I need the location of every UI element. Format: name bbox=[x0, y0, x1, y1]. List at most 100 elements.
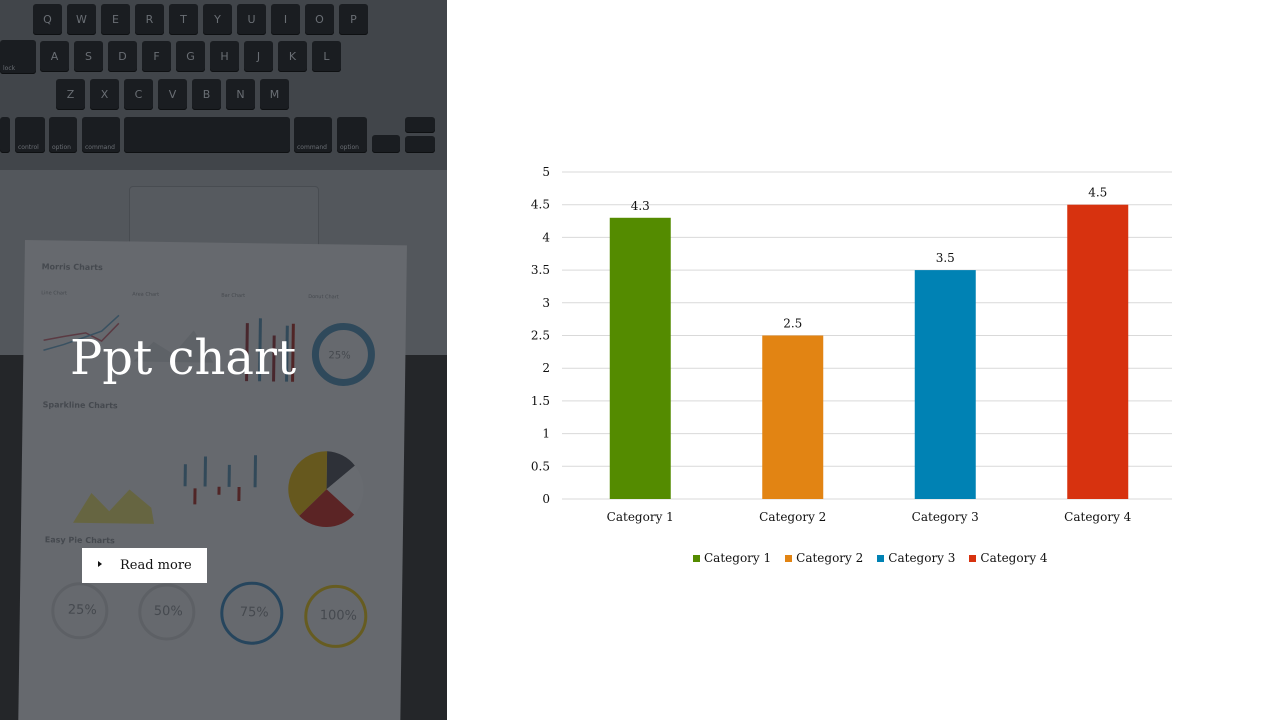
sheet-bar bbox=[272, 335, 276, 382]
keyboard-key: O bbox=[305, 4, 334, 35]
sheet-bar bbox=[203, 456, 207, 487]
keyboard-key: E bbox=[101, 4, 130, 35]
sheet-pie-ring bbox=[220, 581, 284, 645]
printed-chart-sheet: Morris Charts Line Chart Area Chart Bar … bbox=[18, 240, 407, 720]
data-label: 4.3 bbox=[631, 199, 650, 213]
sheet-bar bbox=[193, 488, 197, 505]
sheet-line-chart bbox=[43, 322, 120, 343]
bar-chart: 0 0.5 1 1.5 2 2.5 3 3.5 4 4.5 5 4.3 2.5 3.5 4.5 Categ… bbox=[531, 165, 1172, 524]
sheet-sparkline-area bbox=[73, 489, 155, 524]
y-tick-label: 0 bbox=[542, 492, 550, 506]
keyboard-key: Z bbox=[56, 79, 85, 110]
read-more-button[interactable]: Read more bbox=[82, 548, 207, 583]
bar-2 bbox=[762, 335, 824, 499]
keyboard-key: T bbox=[169, 4, 198, 35]
y-tick-label: 4.5 bbox=[531, 198, 550, 212]
sheet-bar bbox=[291, 323, 295, 382]
keyboard-key-arrow-left bbox=[372, 135, 400, 153]
legend-swatch bbox=[969, 554, 977, 562]
play-arrow-icon bbox=[98, 561, 102, 567]
keyboard-key: L bbox=[312, 41, 341, 72]
slide-title: Ppt chart bbox=[70, 330, 297, 386]
x-tick-label: Category 4 bbox=[1064, 510, 1131, 524]
keyboard-key-arrow-up bbox=[405, 117, 435, 133]
sheet-bar bbox=[258, 318, 262, 382]
keyboard-key-command-right: command bbox=[294, 117, 332, 153]
keyboard-key: M bbox=[260, 79, 289, 110]
legend-item: Category 1 bbox=[693, 551, 771, 565]
keyboard-key: P bbox=[339, 4, 368, 35]
y-tick-label: 3.5 bbox=[531, 263, 550, 277]
keyboard-key bbox=[0, 117, 10, 153]
sheet-pie-slice bbox=[288, 451, 328, 516]
legend-label: Category 2 bbox=[796, 551, 864, 565]
read-more-label: Read more bbox=[120, 558, 192, 573]
keyboard-key: K bbox=[278, 41, 307, 72]
data-label: 4.5 bbox=[1088, 186, 1107, 200]
keyboard-key-arrow-down bbox=[405, 136, 435, 153]
sheet-bar bbox=[285, 325, 289, 382]
keyboard-key-option: option bbox=[49, 117, 77, 153]
sheet-line-chart bbox=[43, 314, 120, 351]
x-tick-label: Category 3 bbox=[912, 510, 979, 524]
bar-1 bbox=[609, 217, 671, 499]
legend-label: Category 3 bbox=[888, 551, 956, 565]
keyboard-key: D bbox=[108, 41, 137, 72]
sheet-bar bbox=[237, 486, 241, 502]
legend-item: Category 3 bbox=[877, 551, 955, 565]
y-tick-label: 5 bbox=[542, 165, 550, 179]
keyboard-key: W bbox=[67, 4, 96, 35]
keyboard-key: H bbox=[210, 41, 239, 72]
keyboard-key: G bbox=[176, 41, 205, 72]
keyboard-spacebar bbox=[124, 117, 290, 153]
sheet-pie-ring bbox=[138, 583, 196, 641]
data-label: 2.5 bbox=[783, 317, 802, 331]
keyboard-key: Q bbox=[33, 4, 62, 35]
sheet-bar bbox=[183, 464, 187, 487]
sheet-pie-slice bbox=[299, 489, 355, 528]
photo-overlay bbox=[0, 0, 447, 720]
legend-swatch bbox=[785, 554, 793, 562]
bar-4 bbox=[1067, 204, 1129, 499]
chart-bars bbox=[609, 204, 1129, 499]
sheet-bar bbox=[253, 455, 258, 488]
y-tick-label: 4 bbox=[542, 230, 550, 244]
x-tick-label: Category 2 bbox=[759, 510, 826, 524]
sheet-area-chart bbox=[133, 330, 214, 363]
chart-x-axis: Category 1 Category 2 Category 3 Category 4 bbox=[607, 510, 1132, 524]
sheet-pie-slice bbox=[326, 451, 355, 490]
y-tick-label: 2 bbox=[542, 361, 550, 375]
legend-item: Category 4 bbox=[969, 551, 1048, 565]
keyboard-key-capslock: lock bbox=[0, 40, 36, 74]
keyboard-key: J bbox=[244, 41, 273, 72]
legend-label: Category 1 bbox=[704, 551, 772, 565]
y-tick-label: 1.5 bbox=[531, 394, 550, 408]
legend-swatch bbox=[877, 554, 885, 562]
chart-y-axis: 0 0.5 1 1.5 2 2.5 3 3.5 4 4.5 5 bbox=[531, 165, 550, 506]
keyboard-key: C bbox=[124, 79, 153, 110]
sheet-bar bbox=[245, 323, 249, 382]
legend-label: Category 4 bbox=[980, 551, 1048, 565]
keyboard-key: R bbox=[135, 4, 164, 35]
sheet-graphics bbox=[43, 314, 375, 648]
sheet-donut-chart bbox=[311, 322, 375, 386]
y-tick-label: 1 bbox=[542, 427, 550, 441]
keyboard-key: Y bbox=[203, 4, 232, 35]
keyboard-key: F bbox=[142, 41, 171, 72]
keyboard-key: V bbox=[158, 79, 187, 110]
y-tick-label: 0.5 bbox=[531, 459, 550, 473]
legend-item: Category 2 bbox=[785, 551, 863, 565]
sheet-bar bbox=[217, 486, 221, 495]
keyboard-key: I bbox=[271, 4, 300, 35]
keyboard-key: B bbox=[192, 79, 221, 110]
keyboard-key: S bbox=[74, 41, 103, 72]
chart-legend: Category 1 Category 2 Category 3 Category 4 bbox=[693, 551, 1048, 565]
keyboard-key: X bbox=[90, 79, 119, 110]
keyboard-key-command: command bbox=[82, 117, 120, 153]
keyboard-key: N bbox=[226, 79, 255, 110]
keyboard-key-control: control bbox=[15, 117, 45, 153]
legend-swatch bbox=[693, 554, 700, 562]
chart-data-labels: 4.3 2.5 3.5 4.5 bbox=[631, 186, 1108, 331]
